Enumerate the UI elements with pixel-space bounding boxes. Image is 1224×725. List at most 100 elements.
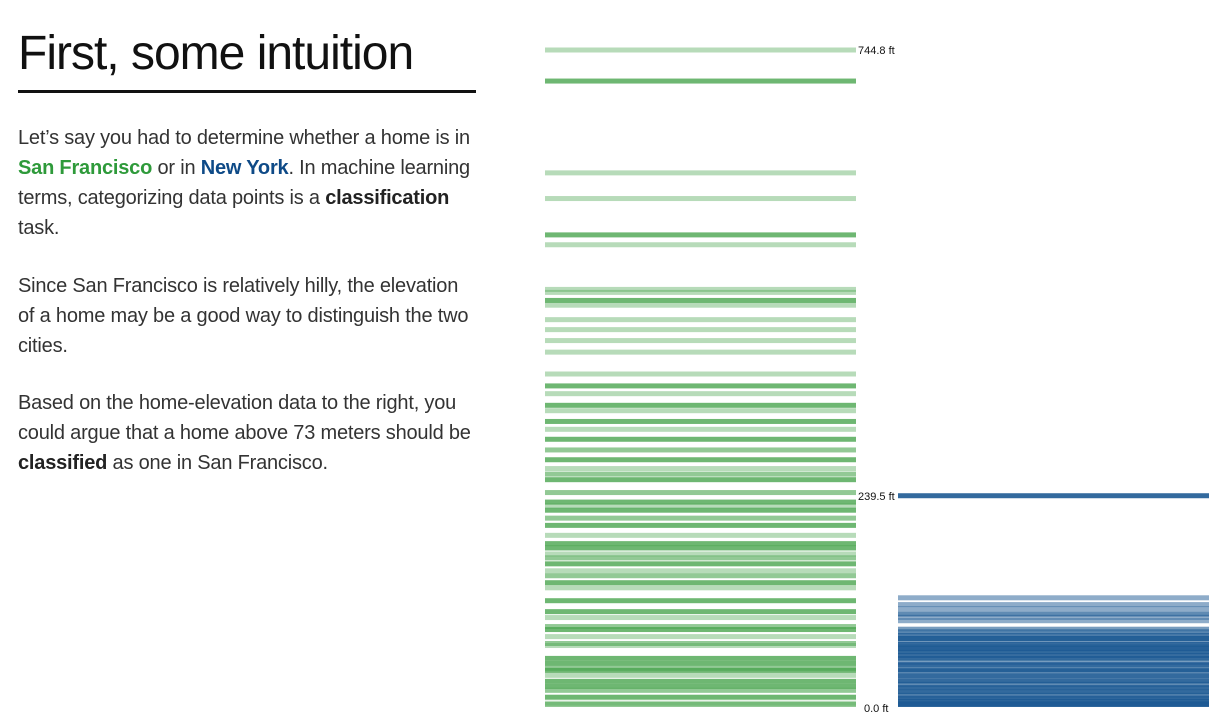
sf-strip [545, 371, 856, 377]
sf-strip [545, 327, 856, 333]
sf-strip [545, 242, 856, 248]
ny-strip [898, 649, 1209, 655]
sf-strip [545, 297, 856, 303]
sf-strip [545, 383, 856, 389]
sf-strip [545, 477, 856, 483]
ny-strip [898, 662, 1209, 668]
sf-strip [545, 170, 856, 176]
sf-strip [545, 687, 856, 693]
ny-strip [898, 702, 1209, 707]
ny-strip [898, 673, 1209, 679]
sf-strip [545, 317, 856, 323]
sf-strip [545, 672, 856, 678]
sf-strip [545, 503, 856, 509]
ny-strip-series [898, 493, 1209, 707]
sf-strip [545, 568, 856, 574]
sf-strip [545, 457, 856, 463]
sf-strip [545, 634, 856, 640]
sf-strip [545, 490, 856, 496]
p3-text-1: Based on the home-elevation data to the … [18, 392, 471, 444]
ny-strip [898, 637, 1209, 643]
sf-strip [545, 683, 856, 689]
ny-strip [898, 595, 1209, 601]
sf-strip [545, 615, 856, 621]
tick-label-ny-max: 239.5 ft [858, 491, 895, 503]
sf-strip [545, 338, 856, 344]
tick-label-sf-max: 744.8 ft [858, 45, 895, 57]
p3-text-2: as one in San Francisco. [107, 452, 329, 474]
ny-strip [898, 606, 1209, 612]
sf-strip [545, 515, 856, 521]
sf-strip [545, 349, 856, 355]
sf-strip [545, 232, 856, 238]
sf-strip [545, 545, 856, 551]
ny-strip [898, 689, 1209, 695]
ny-strip [898, 646, 1209, 652]
p1-text-2: or in [152, 157, 201, 179]
ny-strip [898, 614, 1209, 620]
sf-strip [545, 499, 856, 505]
sf-strip [545, 580, 856, 586]
ny-strip [898, 618, 1209, 624]
sf-strip [545, 471, 856, 477]
sf-strip [545, 286, 856, 292]
sf-strip [545, 391, 856, 397]
sf-strip [545, 289, 856, 295]
ny-strip [898, 626, 1209, 632]
sf-strip [545, 573, 856, 579]
p1-text-1: Let’s say you had to determine whether a… [18, 127, 470, 149]
sf-strip [545, 402, 856, 408]
ny-strip [898, 632, 1209, 638]
sf-strip [545, 655, 856, 661]
ny-strip [898, 629, 1209, 635]
sf-strip [545, 466, 856, 472]
sf-strip [545, 627, 856, 633]
sf-strip [545, 609, 856, 615]
sf-strip [545, 643, 856, 649]
ny-strip [898, 681, 1209, 687]
ny-strip [898, 652, 1209, 658]
sf-strip [545, 551, 856, 557]
sf-strip [545, 426, 856, 432]
sf-strip [545, 702, 856, 707]
sf-strip [545, 694, 856, 700]
sf-strip [545, 302, 856, 308]
sf-strip [545, 522, 856, 528]
paragraph-threshold: Based on the home-elevation data to the … [18, 388, 476, 478]
ny-strip [898, 692, 1209, 698]
sf-strip [545, 47, 856, 53]
ny-strip [898, 611, 1209, 617]
p1-text-3: . In machine learning terms, categorizin… [18, 157, 470, 209]
sf-strip [545, 640, 856, 646]
page-title: First, some intuition [18, 26, 476, 93]
sf-strip [545, 532, 856, 538]
sf-strip [545, 447, 856, 453]
ny-strip [898, 655, 1209, 661]
ny-strip [898, 602, 1209, 608]
paragraph-classification: Let’s say you had to determine whether a… [18, 123, 476, 243]
sf-strip [545, 196, 856, 202]
sf-strip [545, 667, 856, 673]
sf-strip [545, 624, 856, 630]
intro-text-column: First, some intuition Let’s say you had … [18, 26, 476, 478]
p1-text-4: task. [18, 217, 60, 239]
sf-strip [545, 507, 856, 513]
sf-strip [545, 660, 856, 666]
classified-term: classified [18, 452, 108, 474]
sf-strip [545, 541, 856, 547]
sf-strip [545, 418, 856, 424]
new-york-label: New York [200, 157, 289, 179]
sf-strip [545, 678, 856, 684]
tick-label-zero: 0.0 ft [864, 703, 888, 715]
sf-strip-series [545, 47, 856, 707]
paragraph-elevation: Since San Francisco is relatively hilly,… [18, 275, 469, 357]
sf-strip [545, 408, 856, 414]
ny-strip [898, 669, 1209, 675]
sf-strip [545, 555, 856, 561]
sf-strip [545, 78, 856, 84]
ny-strip [898, 493, 1209, 499]
ny-strip [898, 685, 1209, 691]
sf-strip [545, 561, 856, 567]
ny-strip [898, 695, 1209, 701]
